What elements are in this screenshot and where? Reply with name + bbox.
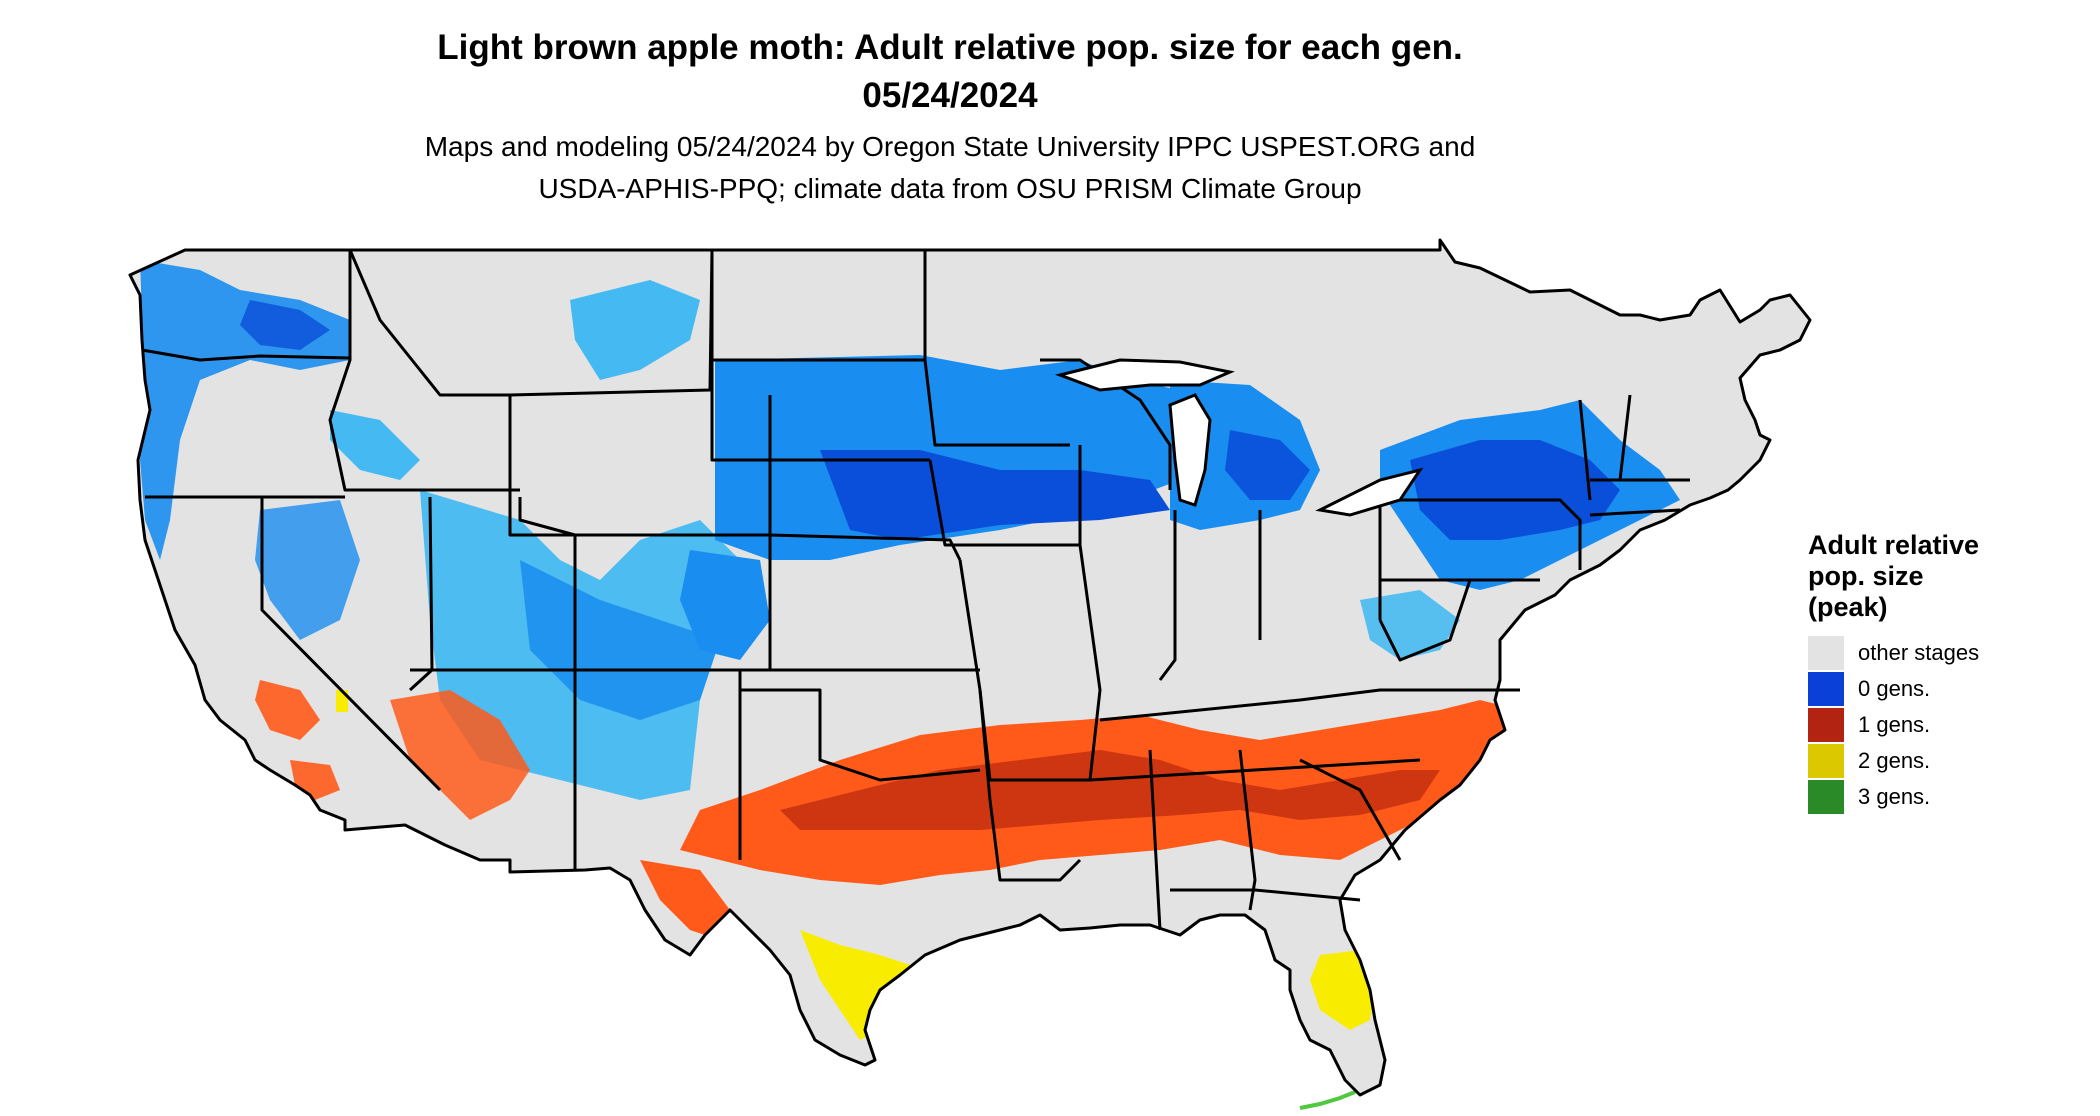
state-borders [128,238,1812,1097]
border-ut-co [518,497,577,670]
zone-2gen-florida [1310,950,1375,1030]
border-ok-tx [740,688,981,782]
zone-0gen-plains-dark [820,450,1170,540]
zone-0gen-appalachia [1360,590,1460,660]
border-wa-or [141,348,351,362]
legend-item-3-gens: 3 gens. [1808,779,2068,815]
legend-label-0-gens: 0 gens. [1858,676,1931,701]
border-mn [923,250,1070,447]
border-al-ga [1238,749,1257,911]
border-idaho [328,250,520,492]
zone-0gen-idaho [330,410,420,480]
lake-superior [1054,358,1235,392]
map-title: Light brown apple moth: Adult relative p… [0,24,1900,120]
subtitle-line-1: Maps and modeling 05/24/2024 by Oregon S… [424,131,1476,162]
border-ms-al [1148,749,1162,931]
legend-swatch-0-gens [1808,672,1844,706]
legend-item-0-gens: 0 gens. [1808,671,2068,707]
legend-label-2-gens: 2 gens. [1858,748,1931,773]
zone-1gen-southwest [255,680,320,740]
border-tn-south [1089,758,1421,782]
zone-0gen-northeast-dark [1410,440,1620,540]
title-line-2: 05/24/2024 [862,76,1038,115]
border-sd-ne [710,360,930,462]
legend-swatch-2-gens [1808,744,1844,778]
map-legend: Adult relative pop. size (peak) other st… [1808,530,2068,815]
zone-0gen-montana [570,280,700,380]
legend-item-1-gens: 1 gens. [1808,707,2068,743]
legend-label-3-gens: 3 gens. [1858,784,1931,809]
legend-title-line-3: (peak) [1808,592,1888,622]
border-ne-ks [769,533,962,561]
zone-0gen-michigan [1225,430,1310,500]
legend-swatch-3-gens [1808,780,1844,814]
legend-title-line-1: Adult relative [1808,530,1980,560]
generation-zones [140,260,1680,1040]
us-outline [128,238,1812,1097]
zone-1gen-texas [640,860,730,940]
legend-label-other-stages: other stages [1858,640,1980,665]
lake-michigan [1168,393,1212,507]
zone-0gen-colorado [680,550,770,660]
border-wv [1378,579,1472,662]
zone-0gen-pnw-dark [240,300,330,350]
legend-title-line-2: pop. size [1808,561,1924,591]
zone-0gen-nevada [255,500,360,640]
zone-3gen-keys [1299,1090,1356,1110]
border-ca-nv [260,497,442,792]
legend-item-other-stages: other stages [1808,635,2068,671]
border-ga-fl [1170,888,1361,902]
border-ga-sc [1299,758,1402,861]
border-ar-la [978,689,1082,882]
legend-title: Adult relative pop. size (peak) [1808,530,2068,623]
border-il-in [1158,510,1177,681]
subtitle-line-2: USDA-APHIS-PPQ; climate data from OSU PR… [538,173,1362,204]
border-vt-nh [1618,394,1632,481]
border-pa-ny [1380,498,1582,570]
great-lakes [1054,358,1424,517]
legend-swatch-other-stages [1808,636,1844,670]
zone-1gen-south-dark [780,750,1440,830]
zone-0gen-rockies-dark [520,560,720,720]
border-ny-vt [1578,399,1592,501]
border-mo [958,544,1102,782]
legend-item-2-gens: 2 gens. [1808,743,2068,779]
border-montana [348,249,714,397]
border-ia [928,445,1082,547]
legend-swatch-1-gens [1808,708,1844,742]
border-wi [1040,358,1172,490]
lake-erie [1315,467,1424,517]
title-line-1: Light brown apple moth: Adult relative p… [437,28,1463,67]
legend-label-1-gens: 1 gens. [1858,712,1931,737]
border-wy [508,395,772,537]
map-subtitle: Maps and modeling 05/24/2024 by Oregon S… [0,126,1900,210]
zone-1gen-arizona [390,690,530,820]
border-ct [1589,508,1681,517]
